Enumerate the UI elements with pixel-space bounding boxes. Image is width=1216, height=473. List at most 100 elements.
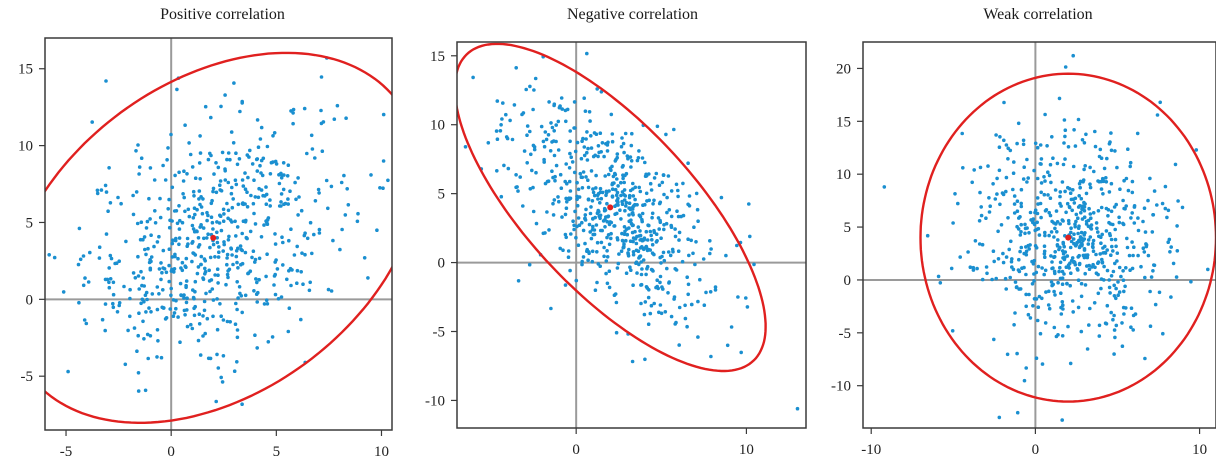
data-point	[268, 172, 273, 176]
data-point	[324, 178, 329, 183]
data-point	[990, 277, 994, 282]
data-point	[286, 197, 290, 201]
data-point	[1001, 260, 1006, 265]
data-point	[138, 237, 143, 242]
data-point	[604, 271, 608, 276]
data-point	[647, 288, 651, 292]
data-point	[307, 288, 312, 293]
data-point	[209, 115, 213, 120]
data-point	[1091, 249, 1096, 253]
data-point	[1107, 231, 1112, 236]
data-point	[1010, 265, 1014, 269]
data-point	[190, 165, 195, 169]
data-point	[109, 256, 114, 261]
data-point	[299, 270, 304, 274]
data-point	[598, 131, 603, 135]
data-point	[1151, 269, 1155, 273]
data-point	[1117, 215, 1121, 220]
data-point	[630, 359, 635, 364]
data-point	[1130, 190, 1135, 195]
data-point	[202, 299, 207, 304]
data-point	[979, 205, 983, 209]
data-point	[997, 168, 1002, 173]
data-point	[265, 220, 269, 225]
data-point	[584, 175, 588, 179]
data-point	[286, 202, 291, 206]
data-point	[1109, 209, 1114, 214]
data-point	[1108, 291, 1112, 295]
data-point	[253, 333, 257, 338]
data-point	[223, 169, 227, 173]
data-point	[1069, 230, 1073, 235]
data-point	[1113, 237, 1118, 242]
data-point	[172, 311, 177, 315]
data-point	[1057, 96, 1062, 101]
data-point	[1062, 118, 1067, 122]
data-point	[659, 261, 663, 265]
data-point	[173, 254, 177, 259]
data-point	[589, 169, 594, 173]
data-point	[598, 186, 603, 191]
data-point	[1043, 112, 1047, 117]
data-point	[504, 112, 508, 117]
data-point	[169, 286, 173, 291]
data-point	[1129, 325, 1133, 330]
data-point	[628, 207, 633, 212]
data-point	[1088, 212, 1093, 216]
data-point	[126, 328, 130, 333]
data-point	[596, 191, 601, 196]
data-point-outlier	[882, 185, 887, 189]
data-point	[258, 163, 262, 168]
data-point	[235, 280, 239, 284]
data-point	[1176, 199, 1180, 203]
data-point	[201, 334, 205, 338]
data-point	[665, 210, 669, 215]
data-point	[174, 209, 179, 213]
data-point	[607, 285, 612, 290]
y-tick-label: -5	[21, 369, 34, 385]
data-point	[255, 169, 260, 173]
data-point	[1004, 143, 1009, 147]
data-point	[222, 240, 226, 244]
data-point	[273, 159, 278, 164]
data-point	[1016, 121, 1021, 126]
data-point	[616, 203, 620, 207]
data-point	[1019, 245, 1024, 250]
data-point	[195, 207, 199, 212]
data-point	[1042, 175, 1046, 179]
data-point-outlier	[381, 159, 386, 163]
data-point	[1077, 194, 1081, 198]
data-point	[134, 149, 138, 153]
data-point	[177, 236, 182, 240]
data-point	[1148, 289, 1152, 294]
data-point	[1120, 321, 1124, 325]
data-point	[1018, 233, 1023, 237]
data-point	[1038, 143, 1043, 147]
data-point	[587, 110, 592, 114]
data-point	[1026, 176, 1030, 180]
data-point	[629, 143, 634, 148]
data-point	[1121, 278, 1126, 283]
data-point	[139, 220, 144, 224]
data-point	[1024, 292, 1028, 297]
data-point	[624, 271, 629, 276]
data-point	[531, 185, 535, 190]
data-point	[193, 253, 198, 257]
data-point	[201, 197, 205, 201]
data-point	[564, 162, 568, 166]
data-point	[235, 335, 240, 340]
data-point	[1121, 221, 1125, 226]
data-point	[1124, 204, 1128, 208]
data-point	[252, 178, 256, 182]
data-point	[612, 224, 616, 228]
data-point	[141, 319, 145, 324]
data-point	[157, 234, 161, 239]
data-point	[689, 238, 693, 243]
data-point	[1050, 260, 1054, 264]
data-point	[1055, 230, 1059, 234]
data-point-outlier	[362, 255, 367, 260]
data-point	[1115, 251, 1120, 255]
data-point	[1131, 328, 1135, 332]
data-point	[355, 219, 360, 224]
data-point	[197, 161, 202, 165]
